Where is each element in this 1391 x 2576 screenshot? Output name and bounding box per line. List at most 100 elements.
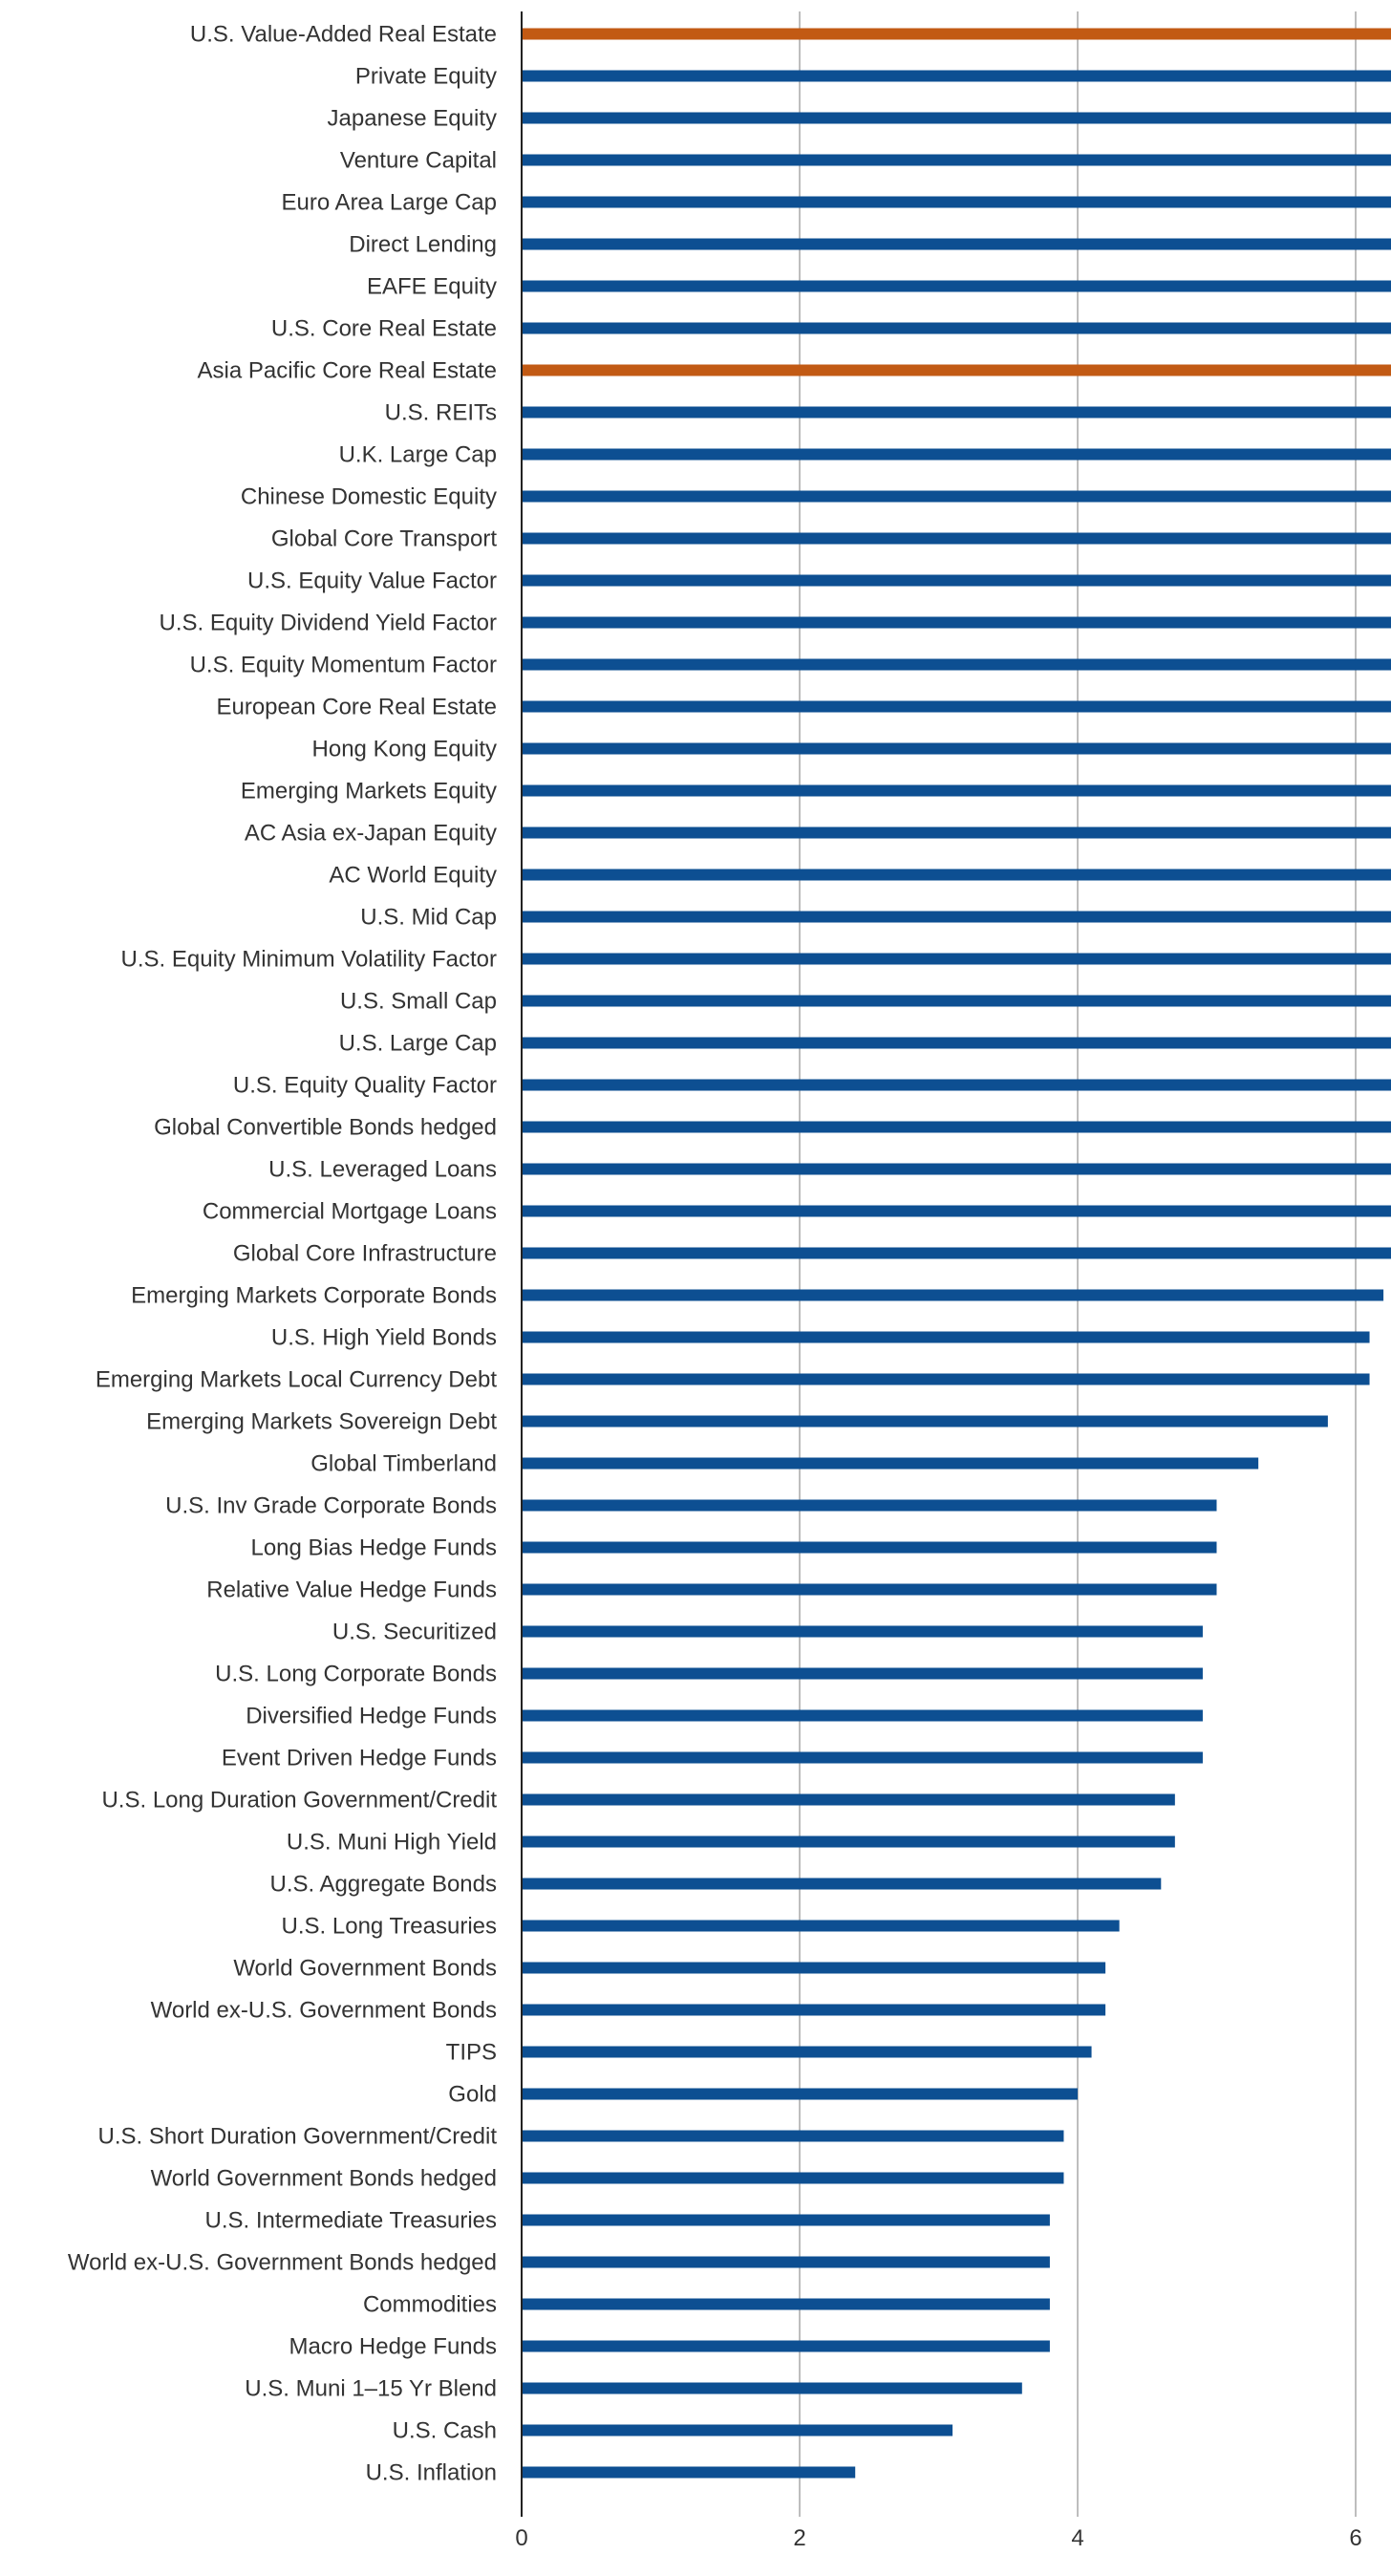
category-label-21: U.S. Mid Cap bbox=[360, 905, 497, 931]
bar-37 bbox=[522, 1583, 1217, 1596]
category-label-20: AC World Equity bbox=[329, 863, 497, 889]
category-label-17: Hong Kong Equity bbox=[312, 737, 497, 762]
category-label-24: U.S. Large Cap bbox=[339, 1031, 497, 1057]
category-label-52: U.S. Intermediate Treasuries bbox=[205, 2208, 497, 2234]
bar-8 bbox=[522, 364, 1391, 376]
bar-0 bbox=[522, 28, 1391, 40]
bar-25 bbox=[522, 1079, 1391, 1091]
category-label-37: Relative Value Hedge Funds bbox=[206, 1578, 497, 1603]
bar-12 bbox=[522, 532, 1391, 545]
category-label-46: World Government Bonds bbox=[233, 1956, 497, 1982]
bar-9 bbox=[522, 406, 1391, 419]
category-label-29: Global Core Infrastructure bbox=[233, 1241, 497, 1267]
bar-33 bbox=[522, 1415, 1328, 1428]
bar-19 bbox=[522, 826, 1391, 839]
bar-1 bbox=[522, 70, 1391, 82]
category-label-28: Commercial Mortgage Loans bbox=[203, 1199, 497, 1225]
bar-41 bbox=[522, 1751, 1203, 1764]
category-label-31: U.S. High Yield Bonds bbox=[271, 1325, 497, 1351]
category-label-23: U.S. Small Cap bbox=[340, 989, 497, 1015]
bar-10 bbox=[522, 448, 1391, 461]
bar-23 bbox=[522, 995, 1391, 1007]
bar-24 bbox=[522, 1037, 1391, 1049]
category-labels: U.S. Value-Added Real Estate Private Equi… bbox=[68, 22, 497, 2486]
bars bbox=[522, 28, 1391, 2479]
category-label-11: Chinese Domestic Equity bbox=[241, 484, 497, 510]
category-label-47: World ex-U.S. Government Bonds bbox=[151, 1998, 497, 2024]
category-label-42: U.S. Long Duration Government/Credit bbox=[101, 1788, 497, 1814]
bar-31 bbox=[522, 1331, 1370, 1343]
bar-16 bbox=[522, 700, 1391, 713]
category-label-45: U.S. Long Treasuries bbox=[282, 1914, 497, 1940]
bar-30 bbox=[522, 1289, 1384, 1301]
category-label-48: TIPS bbox=[446, 2040, 497, 2066]
x-tick-labels: 024681012% bbox=[515, 2525, 1361, 2551]
bar-15 bbox=[522, 658, 1391, 671]
bar-49 bbox=[522, 2088, 1078, 2100]
bar-47 bbox=[522, 2004, 1106, 2016]
bar-45 bbox=[522, 1920, 1120, 1932]
category-label-49: Gold bbox=[448, 2082, 497, 2108]
category-label-9: U.S. REITs bbox=[385, 400, 497, 426]
bar-34 bbox=[522, 1457, 1259, 1470]
category-label-43: U.S. Muni High Yield bbox=[287, 1830, 497, 1856]
bar-32 bbox=[522, 1373, 1370, 1385]
category-label-50: U.S. Short Duration Government/Credit bbox=[97, 2124, 497, 2150]
category-label-33: Emerging Markets Sovereign Debt bbox=[146, 1409, 497, 1435]
bar-13 bbox=[522, 574, 1391, 587]
category-label-26: Global Convertible Bonds hedged bbox=[154, 1115, 497, 1141]
x-tick-label-6: 6 bbox=[1349, 2525, 1361, 2551]
bar-40 bbox=[522, 1709, 1203, 1722]
bar-57 bbox=[522, 2424, 953, 2436]
category-label-35: U.S. Inv Grade Corporate Bonds bbox=[165, 1493, 497, 1519]
bar-14 bbox=[522, 616, 1391, 629]
bar-3 bbox=[522, 154, 1391, 166]
category-label-32: Emerging Markets Local Currency Debt bbox=[96, 1367, 497, 1393]
bar-55 bbox=[522, 2340, 1050, 2352]
category-label-1: Private Equity bbox=[355, 64, 497, 90]
x-tick-label-0: 0 bbox=[515, 2525, 527, 2551]
bar-20 bbox=[522, 869, 1391, 881]
category-label-18: Emerging Markets Equity bbox=[241, 779, 497, 805]
category-label-51: World Government Bonds hedged bbox=[151, 2166, 497, 2192]
bar-43 bbox=[522, 1835, 1175, 1848]
bar-38 bbox=[522, 1625, 1203, 1638]
category-label-34: Global Timberland bbox=[310, 1451, 497, 1477]
category-label-2: Japanese Equity bbox=[328, 106, 497, 132]
category-label-57: U.S. Cash bbox=[393, 2418, 497, 2444]
bar-58 bbox=[522, 2466, 856, 2479]
bar-29 bbox=[522, 1247, 1391, 1259]
category-label-27: U.S. Leveraged Loans bbox=[268, 1157, 497, 1183]
bar-51 bbox=[522, 2172, 1064, 2184]
bar-7 bbox=[522, 322, 1391, 334]
category-label-30: Emerging Markets Corporate Bonds bbox=[131, 1283, 497, 1309]
category-label-4: Euro Area Large Cap bbox=[282, 190, 497, 216]
category-label-38: U.S. Securitized bbox=[332, 1620, 497, 1645]
category-label-22: U.S. Equity Minimum Volatility Factor bbox=[121, 947, 497, 973]
category-label-10: U.K. Large Cap bbox=[339, 442, 497, 468]
bar-28 bbox=[522, 1205, 1391, 1217]
bar-11 bbox=[522, 490, 1391, 503]
bar-2 bbox=[522, 112, 1391, 124]
bar-4 bbox=[522, 196, 1391, 208]
x-tick-label-2: 2 bbox=[793, 2525, 805, 2551]
bar-21 bbox=[522, 911, 1391, 923]
category-label-44: U.S. Aggregate Bonds bbox=[270, 1872, 498, 1898]
category-label-55: Macro Hedge Funds bbox=[289, 2334, 497, 2360]
bar-52 bbox=[522, 2214, 1050, 2226]
bar-54 bbox=[522, 2298, 1050, 2310]
bar-44 bbox=[522, 1878, 1162, 1890]
bar-56 bbox=[522, 2382, 1022, 2394]
category-label-14: U.S. Equity Dividend Yield Factor bbox=[160, 611, 498, 636]
category-label-16: European Core Real Estate bbox=[216, 695, 497, 720]
bar-39 bbox=[522, 1667, 1203, 1680]
bar-36 bbox=[522, 1541, 1217, 1554]
category-label-58: U.S. Inflation bbox=[366, 2460, 497, 2486]
bar-22 bbox=[522, 953, 1391, 965]
category-label-53: World ex-U.S. Government Bonds hedged bbox=[68, 2250, 497, 2276]
category-label-5: Direct Lending bbox=[349, 232, 497, 258]
category-label-39: U.S. Long Corporate Bonds bbox=[215, 1662, 497, 1687]
bar-18 bbox=[522, 784, 1391, 797]
category-label-25: U.S. Equity Quality Factor bbox=[233, 1073, 497, 1099]
